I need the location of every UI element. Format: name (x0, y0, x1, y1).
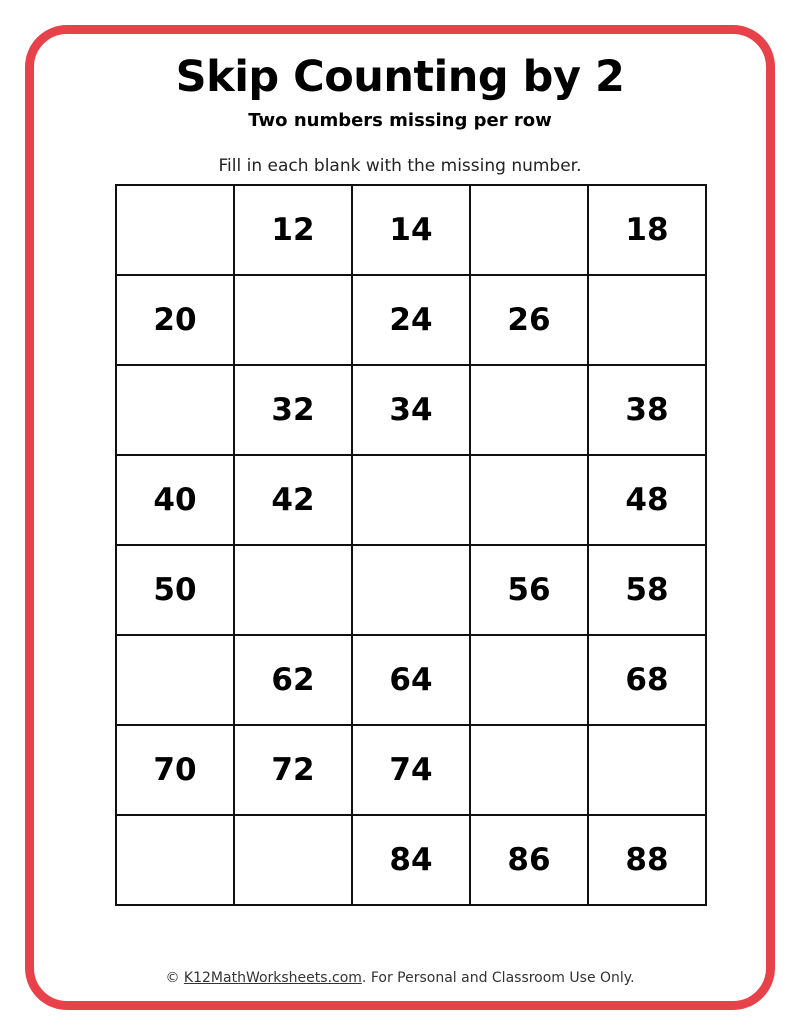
number-cell: 86 (469, 814, 589, 906)
worksheet-title: Skip Counting by 2 (175, 52, 625, 102)
blank-cell[interactable] (351, 544, 471, 636)
footer-text: . For Personal and Classroom Use Only. (361, 970, 635, 986)
number-cell: 72 (233, 724, 353, 816)
worksheet-border (25, 25, 775, 1010)
blank-cell[interactable] (469, 724, 589, 816)
number-cell: 40 (115, 454, 235, 546)
number-cell: 34 (351, 364, 471, 456)
blank-cell[interactable] (587, 724, 707, 816)
blank-cell[interactable] (233, 544, 353, 636)
number-cell: 20 (115, 274, 235, 366)
copyright-symbol: © (165, 970, 180, 986)
blank-cell[interactable] (115, 634, 235, 726)
number-cell: 32 (233, 364, 353, 456)
blank-cell[interactable] (233, 274, 353, 366)
grid-row: 50 56 58 (115, 544, 707, 636)
number-cell: 88 (587, 814, 707, 906)
number-cell: 42 (233, 454, 353, 546)
blank-cell[interactable] (115, 814, 235, 906)
grid-row: 40 42 48 (115, 454, 707, 546)
blank-cell[interactable] (587, 274, 707, 366)
blank-cell[interactable] (115, 364, 235, 456)
number-cell: 84 (351, 814, 471, 906)
blank-cell[interactable] (115, 184, 235, 276)
number-cell: 70 (115, 724, 235, 816)
worksheet-subtitle: Two numbers missing per row (248, 110, 552, 131)
blank-cell[interactable] (351, 454, 471, 546)
grid-row: 32 34 38 (115, 364, 707, 456)
number-cell: 68 (587, 634, 707, 726)
blank-cell[interactable] (469, 454, 589, 546)
number-cell: 64 (351, 634, 471, 726)
number-cell: 24 (351, 274, 471, 366)
grid-row: 62 64 68 (115, 634, 707, 726)
grid-row: 20 24 26 (115, 274, 707, 366)
number-grid: 12 14 18 20 24 26 32 34 38 40 42 48 50 56 58 62 64 68 70 72… (115, 184, 707, 906)
number-cell: 74 (351, 724, 471, 816)
footer: © K12MathWorksheets.com. For Personal an… (0, 970, 800, 986)
blank-cell[interactable] (233, 814, 353, 906)
grid-row: 12 14 18 (115, 184, 707, 276)
number-cell: 14 (351, 184, 471, 276)
blank-cell[interactable] (469, 184, 589, 276)
number-cell: 62 (233, 634, 353, 726)
site-link[interactable]: K12MathWorksheets.com (183, 970, 362, 986)
number-cell: 58 (587, 544, 707, 636)
grid-row: 84 86 88 (115, 814, 707, 906)
blank-cell[interactable] (469, 634, 589, 726)
number-cell: 50 (115, 544, 235, 636)
number-cell: 38 (587, 364, 707, 456)
instructions: Fill in each blank with the missing numb… (218, 156, 582, 176)
number-cell: 48 (587, 454, 707, 546)
number-cell: 12 (233, 184, 353, 276)
number-cell: 56 (469, 544, 589, 636)
blank-cell[interactable] (469, 364, 589, 456)
number-cell: 18 (587, 184, 707, 276)
number-cell: 26 (469, 274, 589, 366)
grid-row: 70 72 74 (115, 724, 707, 816)
